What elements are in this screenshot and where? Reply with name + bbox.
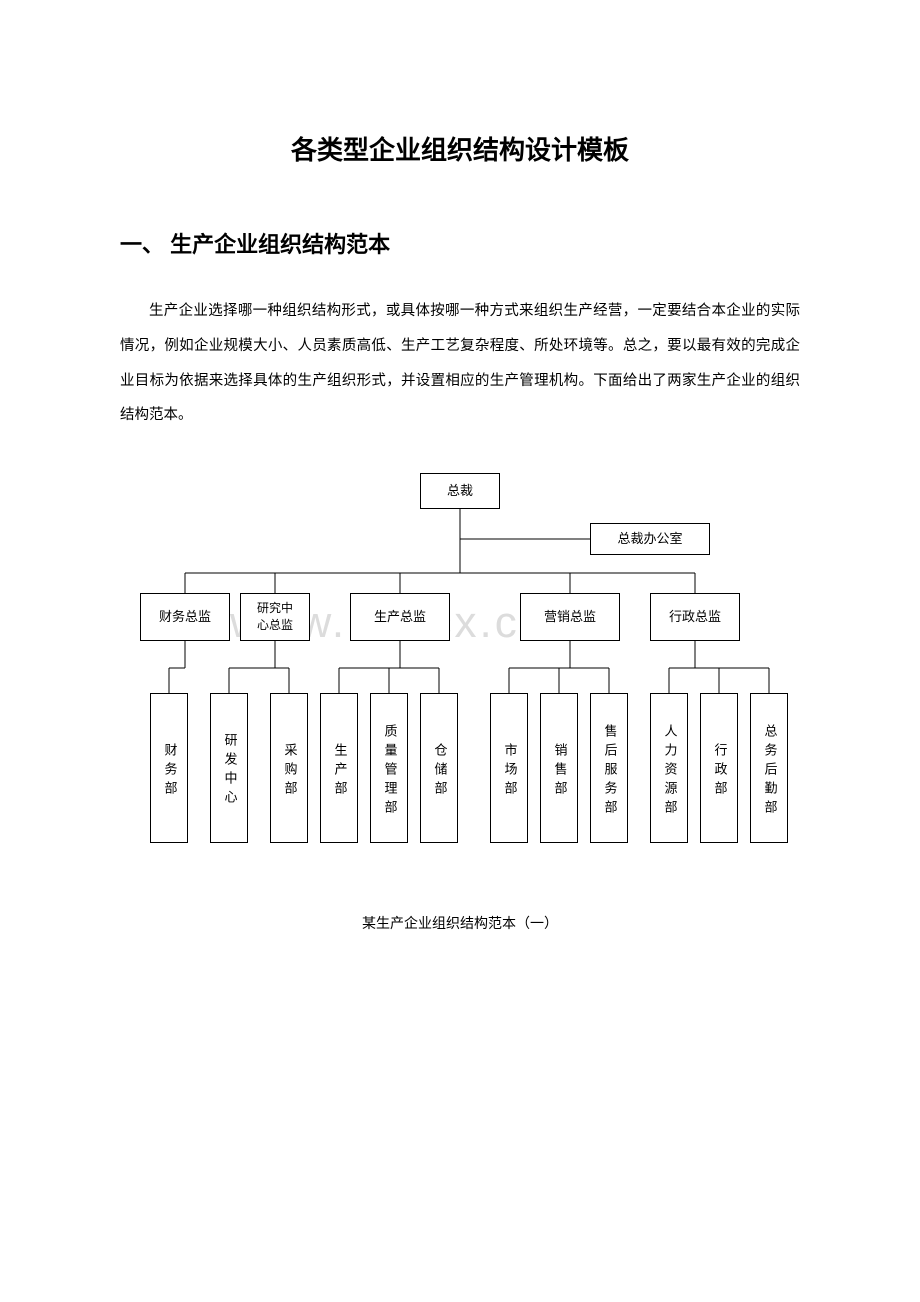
page-title: 各类型企业组织结构设计模板 bbox=[120, 130, 800, 167]
node-ceo: 总裁 bbox=[420, 473, 500, 509]
node-director-research-label: 研究中心总监 bbox=[257, 600, 293, 634]
node-dept-logistics: 总务后勤部 bbox=[750, 693, 788, 843]
chart-caption: 某生产企业组织结构范本（一） bbox=[120, 913, 800, 933]
node-dept-production: 生产部 bbox=[320, 693, 358, 843]
node-director-production: 生产总监 bbox=[350, 593, 450, 641]
intro-paragraph: 生产企业选择哪一种组织结构形式，或具体按哪一种方式来组织生产经营，一定要结合本企… bbox=[120, 294, 800, 433]
node-director-marketing: 营销总监 bbox=[520, 593, 620, 641]
section-heading: 一、 生产企业组织结构范本 bbox=[120, 227, 800, 259]
node-dept-rd: 研发中心 bbox=[210, 693, 248, 843]
node-dept-market: 市场部 bbox=[490, 693, 528, 843]
node-director-finance: 财务总监 bbox=[140, 593, 230, 641]
node-dept-hr: 人力资源部 bbox=[650, 693, 688, 843]
node-dept-finance: 财务部 bbox=[150, 693, 188, 843]
node-dept-warehouse: 仓储部 bbox=[420, 693, 458, 843]
node-dept-purchase: 采购部 bbox=[270, 693, 308, 843]
node-dept-quality: 质量管理部 bbox=[370, 693, 408, 843]
org-chart: www.bdocx.com 总裁 总裁办公室 财务总监 研究中心总监 生产总监 … bbox=[120, 473, 800, 853]
node-director-research: 研究中心总监 bbox=[240, 593, 310, 641]
node-dept-admin: 行政部 bbox=[700, 693, 738, 843]
node-dept-sales: 销售部 bbox=[540, 693, 578, 843]
node-dept-service: 售后服务部 bbox=[590, 693, 628, 843]
node-office: 总裁办公室 bbox=[590, 523, 710, 555]
node-director-admin: 行政总监 bbox=[650, 593, 740, 641]
